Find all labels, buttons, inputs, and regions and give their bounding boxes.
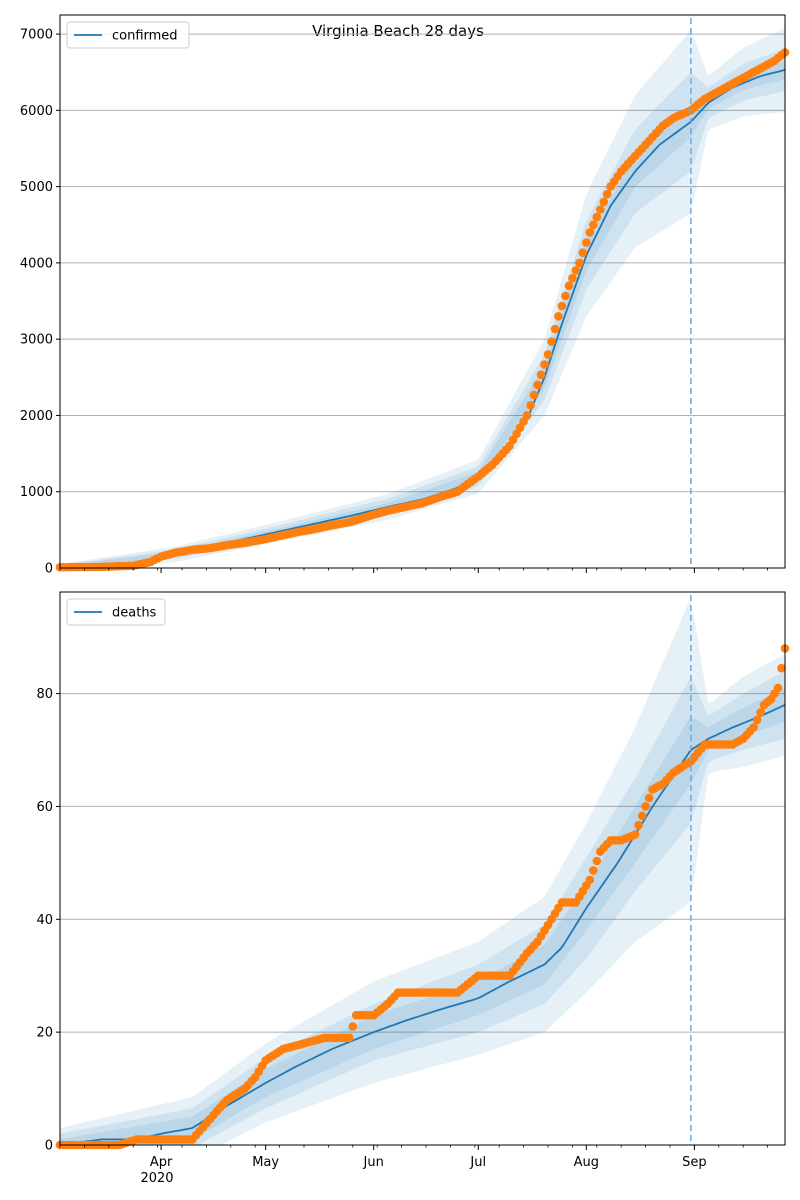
observed-point: [630, 830, 640, 839]
legend-label: deaths: [112, 606, 157, 621]
confidence-band-3: [60, 687, 785, 1145]
y-tick-label: 0: [45, 1139, 53, 1154]
observed-point: [561, 291, 570, 301]
observed-point: [540, 360, 549, 369]
observed-point: [543, 350, 553, 359]
y-tick-label: 0: [45, 562, 53, 577]
observed-point: [564, 281, 574, 291]
observed-point: [571, 266, 581, 275]
x-tick-label: Sep: [682, 1155, 707, 1170]
y-tick-label: 2000: [20, 409, 53, 424]
legend-box: [66, 21, 190, 49]
observed-point: [756, 708, 765, 717]
observed-point: [536, 370, 546, 380]
observed-point: [575, 258, 584, 268]
observed-point: [749, 723, 758, 732]
observed-point: [522, 411, 532, 420]
confidence-band-1: [60, 28, 785, 568]
x-tick-label: Jun: [363, 1155, 384, 1170]
observed-point: [585, 228, 595, 237]
x-tick-label: May: [252, 1155, 279, 1170]
y-tick-label: 40: [36, 913, 53, 928]
observed-point: [634, 820, 643, 830]
y-tick-label: 4000: [20, 256, 53, 271]
observed-point: [585, 875, 595, 885]
axes-frame: [59, 591, 786, 1146]
deaths-panel: 0 20 40 60 80 Apr May Jun Jul Aug Sep deaths: [36, 591, 790, 1170]
observed-point: [773, 683, 783, 693]
observed-point: [554, 312, 563, 321]
observed-point: [637, 811, 647, 821]
observed-point: [602, 189, 612, 199]
observed-point: [589, 220, 598, 230]
y-tick-label: 5000: [20, 180, 53, 195]
legend-box: [66, 598, 166, 626]
chart-title: Virginia Beach 28 days: [312, 22, 484, 40]
y-tick-label: 60: [36, 800, 53, 815]
observed-point: [592, 212, 602, 222]
observed-point: [589, 866, 598, 875]
y-tick-label: 3000: [20, 333, 53, 348]
confidence-band-2: [60, 671, 785, 1145]
x-tick-label: Aug: [574, 1155, 599, 1170]
x-year-label: 2020: [140, 1171, 173, 1186]
observed-point: [644, 793, 654, 803]
confidence-band-1: [60, 600, 785, 1145]
observed-point: [533, 380, 542, 390]
confirmed-panel: 0 1000 2000 3000 4000 5000 6000 7000 confirmed: [20, 14, 790, 577]
y-tick-label: 6000: [20, 104, 53, 119]
observed-point: [568, 273, 577, 283]
y-tick-label: 20: [36, 1026, 53, 1041]
legend-label: confirmed: [112, 29, 178, 44]
observed-point: [348, 1022, 358, 1031]
observed-point: [529, 390, 539, 400]
x-tick-label: Apr: [150, 1155, 173, 1170]
x-tick-label: Jul: [469, 1155, 486, 1170]
observed-point: [547, 337, 556, 347]
observed-point: [599, 197, 609, 207]
model-line: [59, 704, 786, 1146]
observed-point: [578, 248, 588, 257]
observed-point: [550, 324, 560, 334]
observed-point: [526, 401, 535, 410]
y-tick-label: 80: [36, 687, 53, 702]
y-tick-label: 1000: [20, 485, 53, 500]
observed-point: [557, 301, 567, 311]
observed-point: [777, 663, 786, 673]
axes-frame: [59, 14, 786, 569]
observed-point: [582, 238, 591, 247]
observed-point: [596, 205, 605, 214]
y-tick-label: 7000: [20, 28, 53, 43]
observed-point: [345, 1033, 354, 1043]
observed-point: [752, 715, 762, 725]
observed-point: [592, 856, 602, 866]
observed-point: [641, 802, 650, 811]
